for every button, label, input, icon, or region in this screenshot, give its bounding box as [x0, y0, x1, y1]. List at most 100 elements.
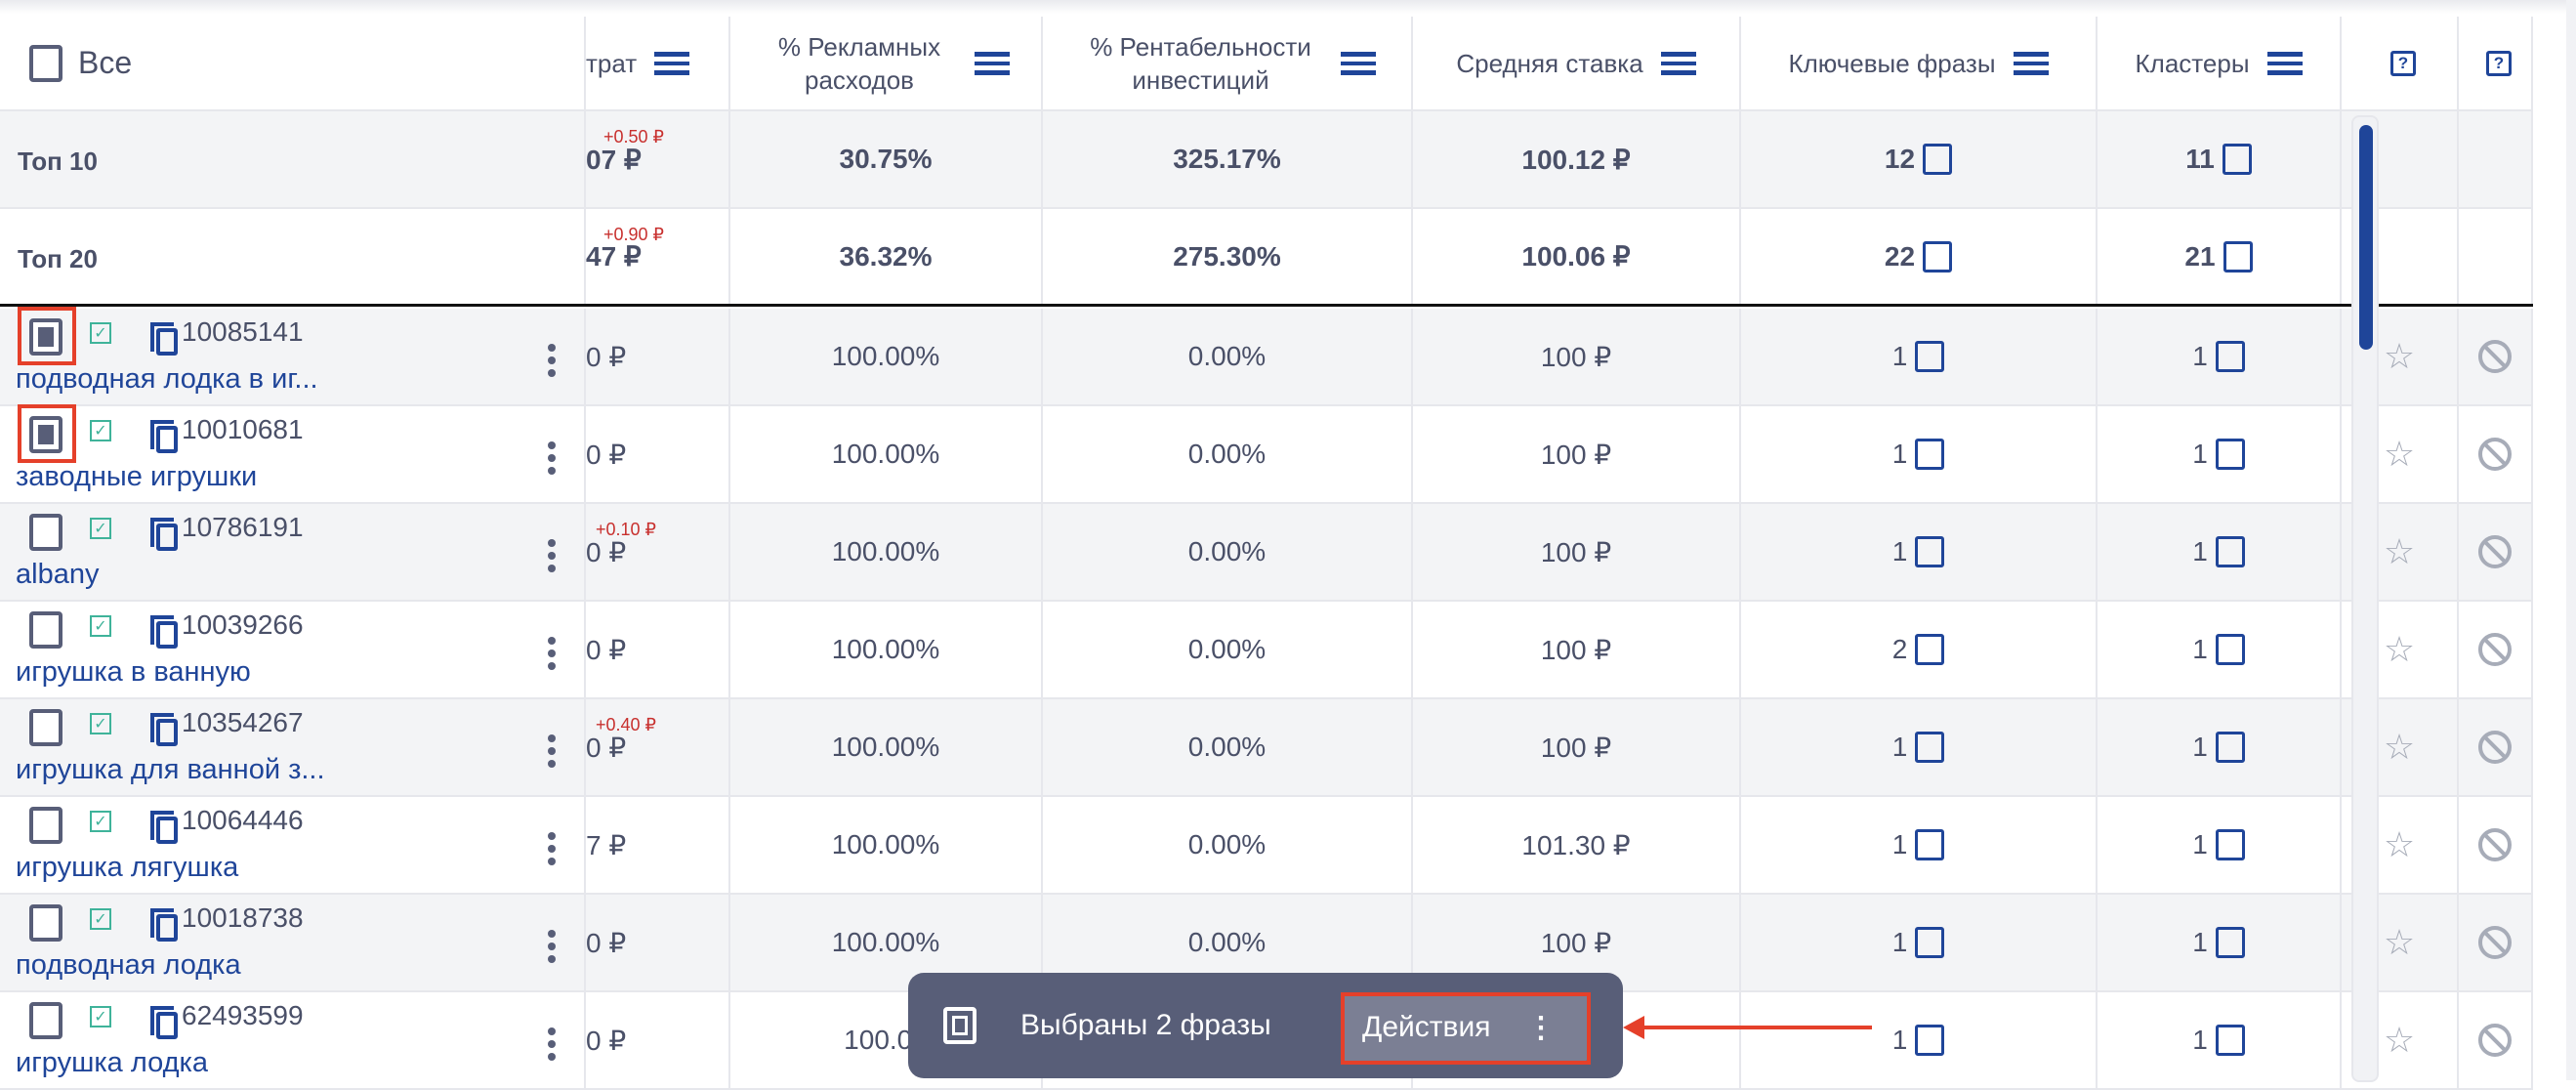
row-checkbox[interactable] [29, 318, 62, 356]
row-menu-icon[interactable] [548, 734, 556, 768]
column-menu-icon[interactable] [2013, 51, 2049, 75]
help-icon[interactable] [1923, 240, 1953, 272]
column-clusters[interactable]: Кластеры [2098, 17, 2342, 109]
active-checkbox-icon[interactable]: ✓ [90, 811, 111, 832]
help-icon[interactable] [2222, 144, 2252, 175]
help-icon[interactable]: ? [2486, 50, 2512, 76]
help-icon[interactable] [1923, 144, 1953, 175]
help-icon[interactable] [2215, 732, 2245, 763]
phrase-link[interactable]: заводные игрушки [16, 461, 258, 492]
block-icon[interactable] [2478, 340, 2512, 373]
select-all-checkbox[interactable] [29, 44, 62, 82]
row-checkbox[interactable] [29, 416, 62, 453]
help-icon[interactable] [2215, 439, 2245, 470]
table-scrollbar[interactable] [2351, 115, 2379, 1082]
star-icon[interactable]: ☆ [2383, 531, 2416, 571]
row-menu-icon[interactable] [548, 441, 556, 475]
column-spend[interactable]: трат [586, 17, 730, 109]
phrase-link[interactable]: игрушка лягушка [16, 852, 239, 883]
row-checkbox[interactable] [29, 611, 62, 649]
table-row[interactable]: ✓ 10085141 подводная лодка в иг... 0 ₽ 100.0… [0, 307, 2533, 406]
column-menu-icon[interactable] [2266, 51, 2303, 75]
row-checkbox[interactable] [29, 514, 62, 551]
help-icon[interactable] [2215, 829, 2245, 860]
column-menu-icon[interactable] [1340, 51, 1376, 75]
block-icon[interactable] [2478, 633, 2512, 666]
column-roi-percent[interactable]: % Рентабельности инвестиций [1043, 17, 1413, 109]
row-checkbox[interactable] [29, 807, 62, 844]
row-menu-icon[interactable] [548, 344, 556, 377]
star-icon[interactable]: ☆ [2383, 824, 2416, 864]
table-row[interactable]: ✓ 10064446 игрушка лягушка 7 ₽ 100.00% 0.00% 1… [0, 797, 2533, 895]
help-icon[interactable] [1915, 341, 1945, 372]
column-menu-icon[interactable] [975, 51, 1010, 75]
help-icon[interactable] [1915, 829, 1945, 860]
help-icon[interactable] [2223, 240, 2253, 272]
phrase-link[interactable]: игрушка лодка [16, 1047, 208, 1078]
block-icon[interactable] [2478, 535, 2512, 568]
copy-icon[interactable] [150, 615, 178, 649]
phrase-link[interactable]: игрушка для ванной з... [16, 754, 325, 785]
column-menu-icon[interactable] [1660, 51, 1696, 75]
star-icon[interactable]: ☆ [2383, 922, 2416, 962]
star-icon[interactable]: ☆ [2383, 434, 2416, 474]
row-menu-icon[interactable] [548, 832, 556, 865]
deselect-checkbox[interactable] [943, 1007, 976, 1044]
help-icon[interactable] [1915, 536, 1945, 567]
block-icon[interactable] [2478, 1024, 2512, 1057]
star-icon[interactable]: ☆ [2383, 1020, 2416, 1060]
copy-icon[interactable] [150, 811, 178, 844]
help-icon[interactable] [1915, 634, 1945, 665]
block-icon[interactable] [2478, 828, 2512, 861]
block-icon[interactable] [2478, 731, 2512, 764]
help-icon[interactable] [2215, 1025, 2245, 1056]
star-icon[interactable]: ☆ [2383, 336, 2416, 376]
row-menu-icon[interactable] [548, 539, 556, 572]
help-icon[interactable] [1915, 732, 1945, 763]
phrase-link[interactable]: albany [16, 559, 100, 590]
active-checkbox-icon[interactable]: ✓ [90, 908, 111, 930]
help-icon[interactable] [1915, 927, 1945, 958]
block-icon[interactable] [2478, 438, 2512, 471]
row-checkbox[interactable] [29, 904, 62, 942]
active-checkbox-icon[interactable]: ✓ [90, 420, 111, 441]
active-checkbox-icon[interactable]: ✓ [90, 1006, 111, 1027]
help-icon[interactable] [2215, 536, 2245, 567]
help-icon[interactable] [2215, 341, 2245, 372]
block-icon[interactable] [2478, 926, 2512, 959]
active-checkbox-icon[interactable]: ✓ [90, 322, 111, 344]
row-checkbox[interactable] [29, 1002, 62, 1039]
table-row[interactable]: ✓ 10354267 игрушка для ванной з... 0 ₽ +0.40… [0, 699, 2533, 797]
row-menu-icon[interactable] [548, 637, 556, 670]
row-menu-icon[interactable] [548, 930, 556, 963]
star-icon[interactable]: ☆ [2383, 629, 2416, 669]
column-menu-icon[interactable] [654, 51, 690, 75]
row-checkbox[interactable] [29, 709, 62, 746]
column-avg-bid[interactable]: Средняя ставка [1413, 17, 1741, 109]
active-checkbox-icon[interactable]: ✓ [90, 518, 111, 539]
help-icon[interactable] [2215, 927, 2245, 958]
help-icon[interactable] [1915, 439, 1945, 470]
copy-icon[interactable] [150, 713, 178, 746]
active-checkbox-icon[interactable]: ✓ [90, 713, 111, 734]
table-row[interactable]: ✓ 10039266 игрушка в ванную 0 ₽ 100.00% 0.00%… [0, 602, 2533, 699]
copy-icon[interactable] [150, 1006, 178, 1039]
column-keywords[interactable]: Ключевые фразы [1741, 17, 2098, 109]
table-row[interactable]: ✓ 10786191 albany 0 ₽ +0.10 ₽ 100.00% 0.00% 100… [0, 504, 2533, 602]
phrase-link[interactable]: игрушка в ванную [16, 656, 251, 688]
actions-button[interactable]: Действия ⋮ [1341, 992, 1589, 1063]
phrase-link[interactable]: подводная лодка [16, 949, 241, 981]
help-icon[interactable] [1915, 1025, 1945, 1056]
copy-icon[interactable] [150, 518, 178, 551]
copy-icon[interactable] [150, 908, 178, 942]
star-icon[interactable]: ☆ [2383, 727, 2416, 767]
phrase-link[interactable]: подводная лодка в иг... [16, 363, 318, 395]
table-row[interactable]: ✓ 10010681 заводные игрушки 0 ₽ 100.00% 0.00%… [0, 404, 2533, 504]
copy-icon[interactable] [150, 322, 178, 356]
help-icon[interactable] [2215, 634, 2245, 665]
column-ad-percent[interactable]: % Рекламных расходов [730, 17, 1043, 109]
row-menu-icon[interactable] [548, 1027, 556, 1061]
help-icon[interactable]: ? [2390, 50, 2416, 76]
scrollbar-thumb[interactable] [2359, 125, 2373, 350]
copy-icon[interactable] [150, 420, 178, 453]
